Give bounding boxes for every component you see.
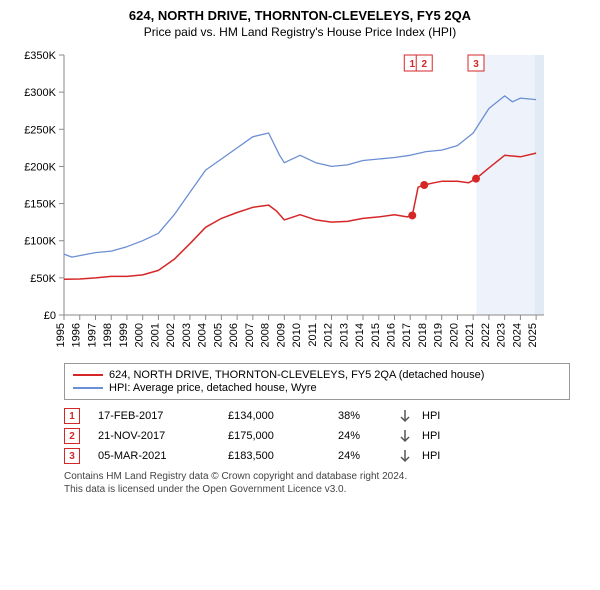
transactions-table: 1 17-FEB-2017£134,00038% HPI 2 21-NOV-2017£1… [64,408,570,464]
transaction-price: £134,000 [228,410,338,422]
arrow-down-icon [398,429,422,443]
svg-text:2006: 2006 [228,323,240,347]
footer-line-1: Contains HM Land Registry data © Crown c… [64,470,570,483]
svg-text:2020: 2020 [448,323,460,347]
legend-box: 624, NORTH DRIVE, THORNTON-CLEVELEYS, FY… [64,363,570,400]
legend-label: 624, NORTH DRIVE, THORNTON-CLEVELEYS, FY… [109,369,484,381]
transaction-date: 05-MAR-2021 [98,450,228,462]
svg-text:2001: 2001 [149,323,161,347]
legend-swatch [73,387,103,389]
footer-note: Contains HM Land Registry data © Crown c… [64,470,570,496]
arrow-down-icon [398,409,422,423]
svg-text:£0: £0 [44,310,56,322]
svg-text:1998: 1998 [102,323,114,347]
svg-text:2019: 2019 [433,323,445,347]
transaction-row: 1 17-FEB-2017£134,00038% HPI [64,408,570,424]
transaction-ref: HPI [422,430,462,442]
line-chart-svg: £0 £50K £100K £150K £200K £250K £300K £350K 1995… [8,47,568,357]
chart-container: 624, NORTH DRIVE, THORNTON-CLEVELEYS, FY… [0,0,600,590]
legend-row: 624, NORTH DRIVE, THORNTON-CLEVELEYS, FY… [73,369,561,381]
chart-plot-area: £0 £50K £100K £150K £200K £250K £300K £350K 1995… [8,47,592,357]
svg-text:2022: 2022 [480,323,492,347]
transaction-marker: 1 [64,408,80,424]
svg-text:2007: 2007 [244,323,256,347]
svg-text:£150K: £150K [24,199,56,211]
svg-text:2004: 2004 [197,323,209,347]
svg-text:2018: 2018 [417,323,429,347]
transaction-price: £183,500 [228,450,338,462]
svg-text:1995: 1995 [55,323,67,347]
transaction-marker: 3 [64,448,80,464]
transaction-ref: HPI [422,410,462,422]
svg-text:3: 3 [473,59,479,70]
svg-text:£200K: £200K [24,161,56,173]
transaction-price: £175,000 [228,430,338,442]
svg-text:2017: 2017 [401,323,413,347]
transaction-pct: 38% [338,410,398,422]
legend-swatch [73,374,103,376]
legend-label: HPI: Average price, detached house, Wyre [109,382,317,394]
svg-text:2021: 2021 [464,323,476,347]
arrow-down-icon [398,449,422,463]
svg-text:2008: 2008 [260,323,272,347]
svg-text:2025: 2025 [527,323,539,347]
transaction-date: 21-NOV-2017 [98,430,228,442]
svg-text:2009: 2009 [275,323,287,347]
legend-row: HPI: Average price, detached house, Wyre [73,382,561,394]
svg-text:£250K: £250K [24,124,56,136]
svg-text:1996: 1996 [71,323,83,347]
chart-title: 624, NORTH DRIVE, THORNTON-CLEVELEYS, FY… [8,8,592,23]
svg-text:2012: 2012 [323,323,335,347]
svg-text:£300K: £300K [24,87,56,99]
svg-text:1999: 1999 [118,323,130,347]
svg-text:2: 2 [421,59,427,70]
transaction-row: 3 05-MAR-2021£183,50024% HPI [64,448,570,464]
svg-text:2005: 2005 [212,323,224,347]
transaction-pct: 24% [338,450,398,462]
transaction-ref: HPI [422,450,462,462]
chart-subtitle: Price paid vs. HM Land Registry's House … [8,25,592,39]
transaction-row: 2 21-NOV-2017£175,00024% HPI [64,428,570,444]
svg-text:2015: 2015 [370,323,382,347]
svg-text:2023: 2023 [496,323,508,347]
transaction-pct: 24% [338,430,398,442]
transaction-date: 17-FEB-2017 [98,410,228,422]
svg-text:2024: 2024 [511,323,523,347]
footer-line-2: This data is licensed under the Open Gov… [64,483,570,496]
svg-text:2014: 2014 [354,323,366,347]
svg-text:2010: 2010 [291,323,303,347]
svg-text:2011: 2011 [307,323,319,347]
svg-text:2003: 2003 [181,323,193,347]
svg-text:2002: 2002 [165,323,177,347]
svg-text:1: 1 [409,59,415,70]
transaction-marker: 2 [64,428,80,444]
svg-text:2016: 2016 [385,323,397,347]
svg-text:£50K: £50K [30,273,56,285]
svg-text:£100K: £100K [24,236,56,248]
svg-text:£350K: £350K [24,50,56,62]
svg-text:1997: 1997 [86,323,98,347]
svg-text:2000: 2000 [134,323,146,347]
svg-text:2013: 2013 [338,323,350,347]
